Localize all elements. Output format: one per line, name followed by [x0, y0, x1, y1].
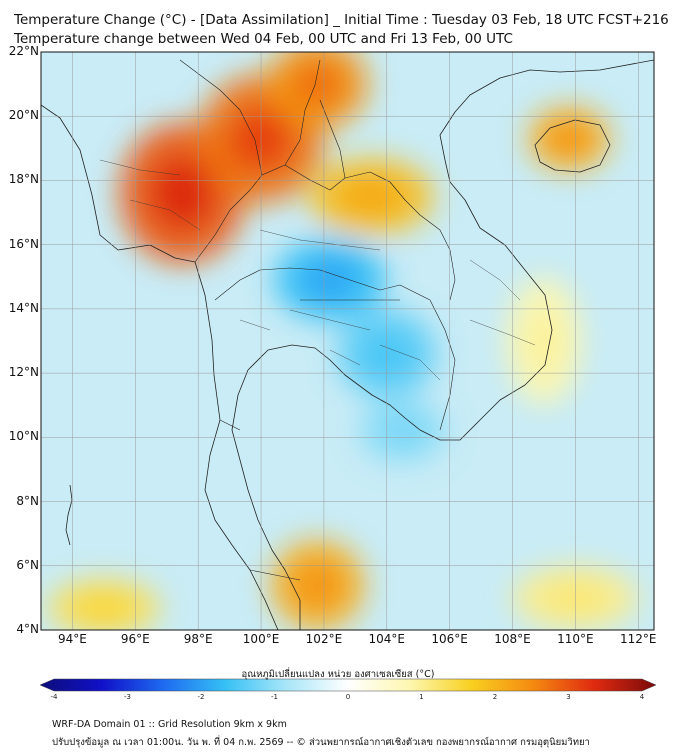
andaman-islands — [65, 484, 73, 546]
west-coastline — [41, 104, 279, 630]
footer-model-info: WRF-DA Domain 01 :: Grid Resolution 9km … — [52, 719, 287, 730]
map-frame — [40, 51, 655, 631]
colorbar-tick-label: -2 — [197, 693, 205, 701]
coastlines-and-borders — [41, 59, 654, 630]
anomaly-core-northern-myanmar-warm — [151, 157, 214, 229]
anomaly-core-vietnam-coast-warm — [525, 308, 563, 374]
lat-tick-label: 20°N — [8, 108, 39, 123]
hainan-coastline — [534, 119, 611, 173]
map-subtitle: Temperature change between Wed 04 Feb, 0… — [14, 31, 513, 47]
lon-tick-label: 98°E — [183, 632, 213, 646]
lat-tick-label: 16°N — [8, 236, 39, 251]
colorbar-tick-label: 0 — [345, 693, 351, 701]
anomaly-core-laos-north-warm — [292, 61, 343, 107]
lon-tick-label: 112°E — [620, 632, 657, 646]
graticule — [41, 52, 654, 630]
colorbar-tick-label: 1 — [419, 693, 424, 701]
lat-tick-label: 6°N — [16, 557, 39, 572]
lat-tick-label: 22°N — [8, 44, 39, 58]
lon-tick-label: 106°E — [431, 632, 468, 646]
gulf-coastline — [231, 59, 654, 630]
colorbar-tick-label: -3 — [124, 693, 131, 701]
lat-tick-label: 8°N — [16, 493, 39, 508]
lon-tick-label: 96°E — [120, 632, 150, 646]
province-borders — [99, 159, 536, 381]
lat-tick-label: 12°N — [8, 365, 39, 380]
lon-tick-label: 100°E — [242, 632, 280, 646]
country-borders — [179, 59, 456, 581]
anomaly-core-laos-central-warm — [339, 177, 403, 216]
colorbar-tick-label: 4 — [639, 693, 645, 701]
anomaly-core-gulf-of-thailand-cool — [380, 414, 425, 447]
lon-tick-label: 102°E — [305, 632, 343, 646]
lon-tick-label: 108°E — [494, 632, 531, 646]
lat-tick-label: 4°N — [16, 622, 39, 636]
colorbar-tick-label: 2 — [492, 693, 498, 701]
colorbar-tick-label: -1 — [271, 693, 278, 701]
lon-tick-label: 110°E — [557, 632, 594, 646]
lat-tick-label: 10°N — [8, 429, 39, 444]
footer-update-info: ปรับปรุงข้อมูล ณ เวลา 01:00น. วัน พ. ที่… — [52, 737, 590, 748]
anomaly-core-malay-peninsula-warm — [294, 562, 342, 608]
map-title: Temperature Change (°C) - [Data Assimila… — [14, 12, 669, 28]
colorbar-tick-label: 3 — [566, 693, 571, 701]
lon-tick-label: 104°E — [368, 632, 406, 646]
colorbar-tick-label: -4 — [50, 693, 58, 701]
lat-tick-label: 18°N — [8, 172, 39, 187]
lon-tick-label: 94°E — [57, 632, 87, 646]
lat-tick-label: 14°N — [8, 300, 39, 315]
colorbar-title: อุณหภูมิเปลี่ยนแปลง หน่วย องศาเซลเซียส (… — [241, 669, 435, 680]
colorbar — [39, 678, 657, 692]
anomaly-core-andaman-southwest-warm — [75, 593, 133, 622]
anomaly-core-hainan-warm — [548, 122, 590, 155]
